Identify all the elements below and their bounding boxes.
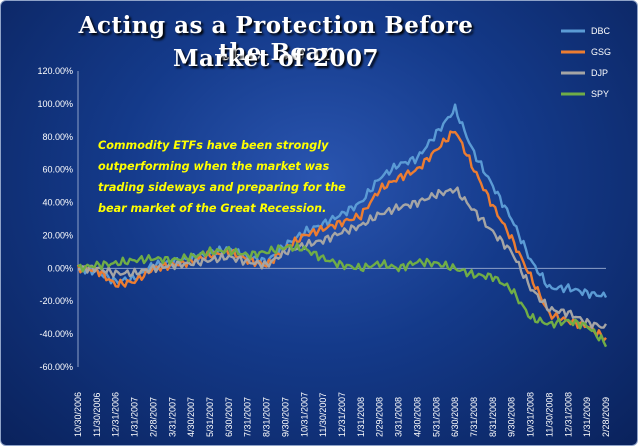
- legend-label-dbc: DBC: [591, 26, 611, 36]
- x-tick-label: 5/31/2007: [205, 397, 215, 437]
- x-tick-label: 2/28/2009: [601, 397, 611, 437]
- x-tick-label: 7/31/2007: [243, 397, 253, 437]
- x-tick-label: 7/31/2008: [469, 397, 479, 437]
- y-tick-label: 20.00%: [42, 230, 73, 240]
- chart-title-line-1: Acting as a Protection Before the Bear: [78, 12, 474, 66]
- x-tick-label: 1/31/2007: [130, 397, 140, 437]
- x-tick-label: 10/31/2008: [526, 392, 536, 437]
- x-tick-label: 11/30/2007: [318, 393, 328, 437]
- x-tick-label: 6/30/2007: [224, 397, 234, 437]
- x-tick-label: 4/30/2007: [186, 397, 196, 437]
- chart-annotation: Commodity ETFs have been strongly outper…: [98, 139, 346, 215]
- x-tick-label: 2/28/2007: [148, 397, 158, 437]
- x-tick-label: 12/31/2007: [337, 392, 347, 437]
- y-tick-label: 40.00%: [42, 198, 73, 208]
- x-tick-label: 3/31/2008: [394, 397, 404, 437]
- x-tick-label: 9/30/2008: [507, 397, 517, 437]
- x-tick-label: 8/31/2008: [488, 397, 498, 437]
- x-tick-label: 8/31/2007: [262, 397, 272, 437]
- y-tick-label: -60.00%: [39, 362, 73, 372]
- series-line-spy: [77, 242, 608, 348]
- x-tick-label: 1/31/2009: [582, 397, 592, 437]
- x-tick-label: 5/31/2008: [431, 397, 441, 437]
- x-tick-label: 10/31/2007: [299, 392, 309, 437]
- x-tick-label: 6/30/2008: [450, 397, 460, 437]
- y-tick-label: 100.00%: [37, 99, 73, 109]
- y-tick-label: 60.00%: [42, 165, 73, 175]
- y-tick-label: 120.00%: [37, 66, 73, 76]
- x-tick-label: 1/31/2008: [356, 397, 366, 437]
- series-line-gsg: [76, 130, 607, 342]
- x-tick-label: 11/30/2006: [92, 393, 102, 437]
- legend-label-djp: DJP: [591, 68, 608, 78]
- x-tick-label: 12/31/2008: [563, 392, 573, 437]
- x-tick-label: 4/30/2008: [412, 397, 422, 437]
- y-tick-label: 80.00%: [42, 132, 73, 142]
- legend-label-gsg: GSG: [591, 47, 611, 57]
- y-tick-label: -20.00%: [39, 296, 73, 306]
- x-tick-label: 9/30/2007: [280, 397, 290, 437]
- series-line-djp: [77, 186, 608, 329]
- x-tick-label: 11/30/2008: [544, 393, 554, 437]
- y-tick-label: -40.00%: [39, 329, 73, 339]
- chart-title-line-2: Market of 2007: [173, 45, 379, 72]
- y-tick-label: 0.00%: [47, 263, 73, 273]
- x-tick-label: 12/31/2006: [111, 392, 121, 437]
- x-tick-label: 2/29/2008: [375, 397, 385, 437]
- legend-label-spy: SPY: [591, 89, 609, 99]
- x-tick-label: 10/30/2006: [73, 392, 83, 437]
- x-tick-label: 3/31/2007: [167, 397, 177, 437]
